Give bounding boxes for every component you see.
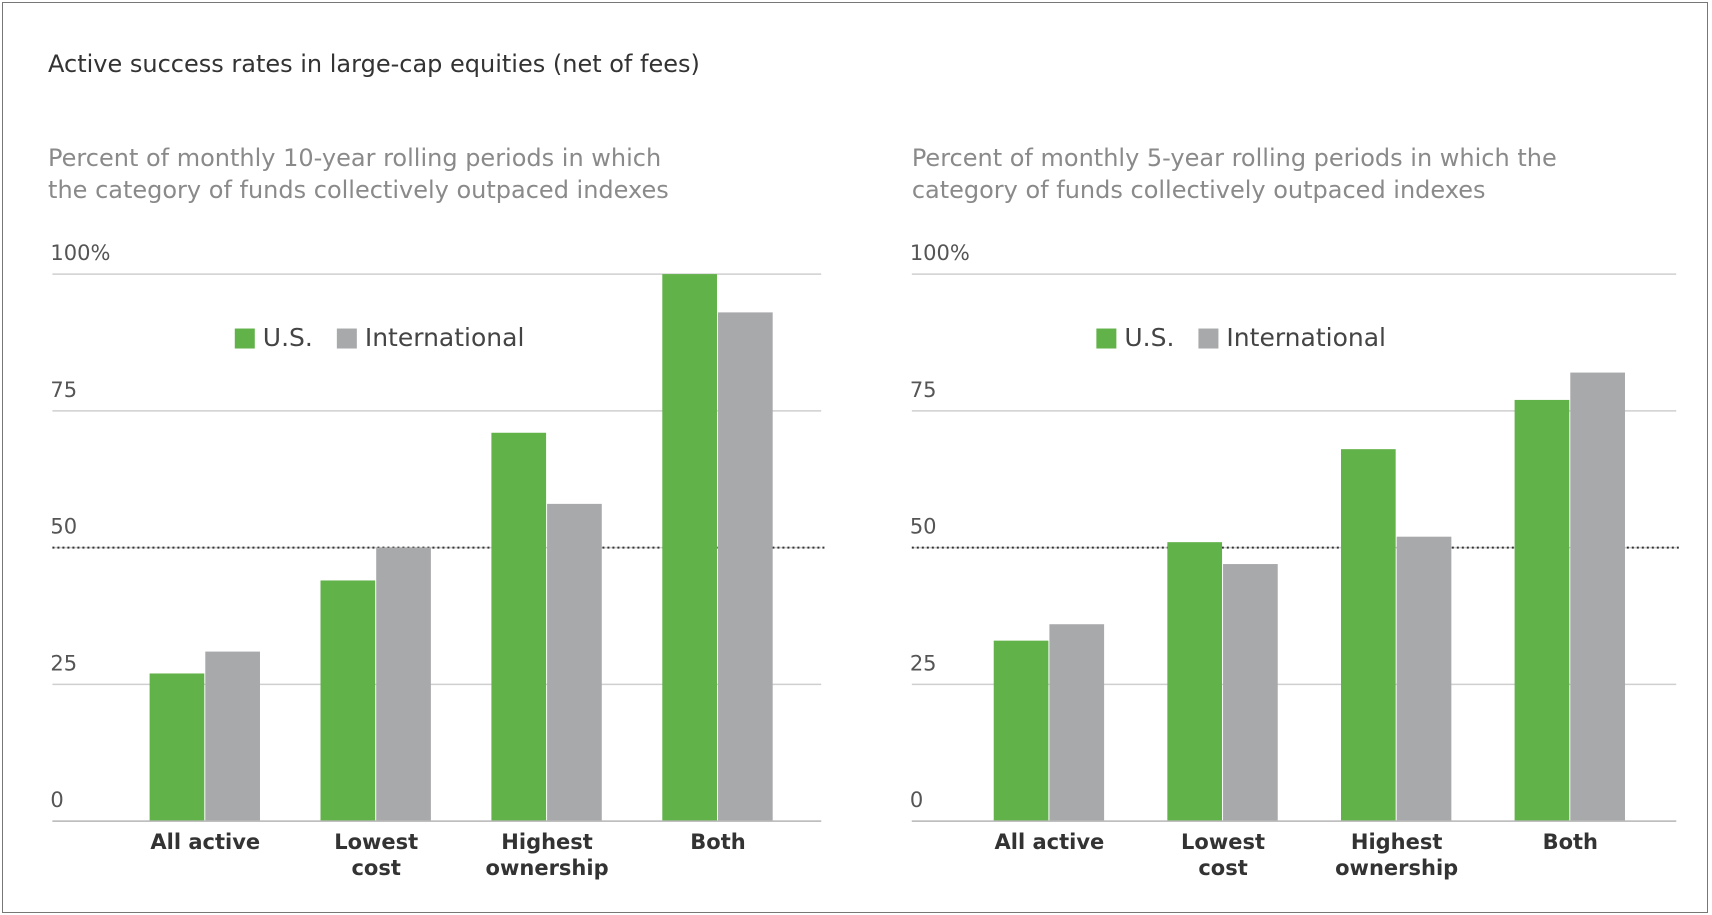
x-tick-label: Lowest cost xyxy=(1181,830,1266,881)
bar xyxy=(376,547,431,822)
y-tick-label: 75 xyxy=(910,378,937,402)
y-tick-label: 0 xyxy=(50,788,63,812)
bar xyxy=(320,580,376,822)
y-tick-label: 100% xyxy=(910,241,970,265)
y-tick-label: 25 xyxy=(50,651,77,675)
x-tick-label: Both xyxy=(1542,830,1598,855)
x-tick-label: All active xyxy=(150,830,261,855)
legend-swatch xyxy=(336,328,357,349)
chart-subtitle: Percent of monthly 10-year rolling perio… xyxy=(48,144,669,204)
bar xyxy=(993,640,1049,822)
x-tick-label: Lowest cost xyxy=(334,830,419,881)
y-tick-label: 50 xyxy=(50,515,77,539)
y-tick-label: 25 xyxy=(910,651,937,675)
bar xyxy=(149,673,205,822)
bar xyxy=(1340,449,1396,822)
legend-label: International xyxy=(1226,322,1386,352)
bar xyxy=(1396,536,1452,822)
chart-subtitle: Percent of monthly 5-year rolling period… xyxy=(911,144,1557,204)
bar xyxy=(1049,624,1105,822)
bar xyxy=(1167,542,1223,822)
bar xyxy=(1223,564,1278,822)
x-tick-label: Highest ownership xyxy=(485,830,609,881)
legend-label: U.S. xyxy=(262,322,313,352)
legend-swatch xyxy=(234,328,255,349)
bar xyxy=(547,503,602,822)
x-tick-label: Highest ownership xyxy=(1335,830,1459,881)
y-tick-label: 50 xyxy=(910,515,937,539)
page-title: Active success rates in large-cap equiti… xyxy=(48,50,700,78)
x-tick-label: All active xyxy=(994,830,1105,855)
bar xyxy=(1570,372,1625,822)
bar xyxy=(717,312,773,822)
legend-label: U.S. xyxy=(1124,322,1175,352)
x-tick-label: Both xyxy=(690,830,746,855)
legend-label: International xyxy=(364,322,525,352)
bar xyxy=(491,432,547,822)
y-tick-label: 0 xyxy=(910,788,923,812)
legend-swatch xyxy=(1096,328,1117,349)
y-tick-label: 75 xyxy=(50,378,77,402)
bar xyxy=(1514,399,1570,822)
bar xyxy=(662,274,717,822)
bar xyxy=(205,651,260,822)
legend-swatch xyxy=(1198,328,1219,349)
y-tick-label: 100% xyxy=(50,241,110,265)
